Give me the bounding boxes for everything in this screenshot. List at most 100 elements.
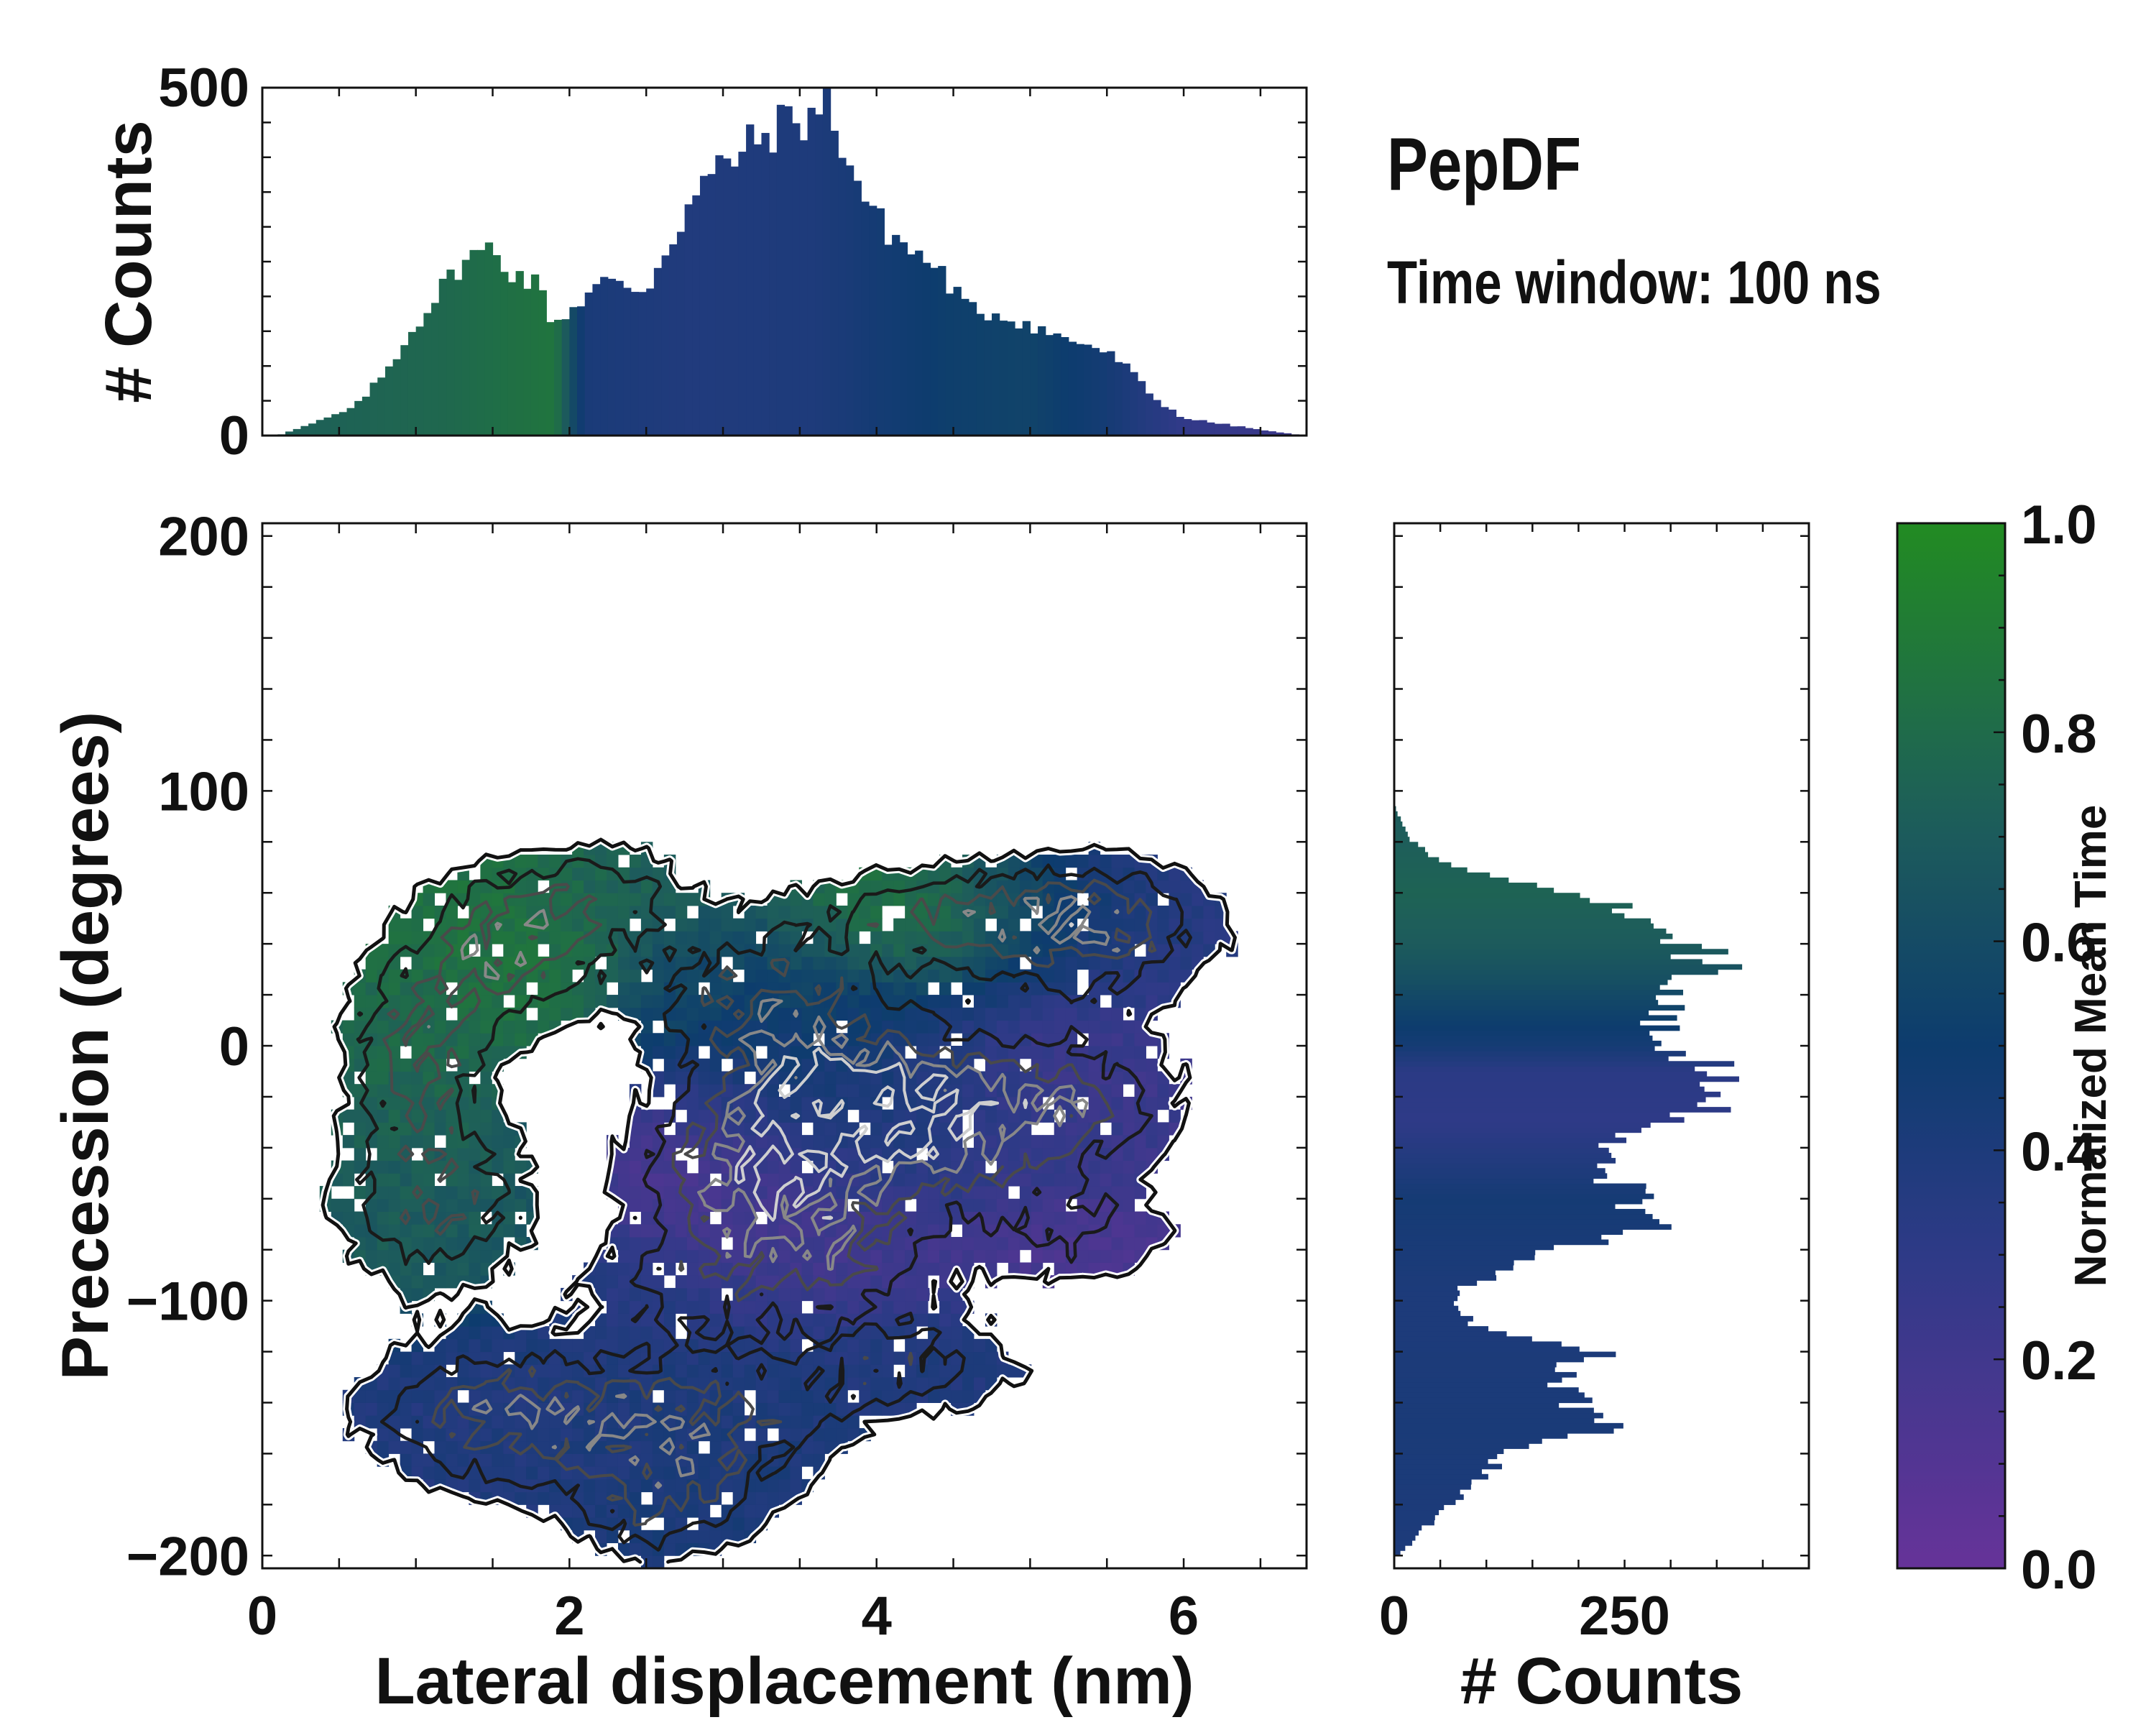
right-histogram-bar <box>1394 1040 1662 1046</box>
heatmap-cell <box>617 1300 630 1314</box>
top-histogram-bar <box>945 293 954 436</box>
heatmap-cell <box>824 893 837 906</box>
heatmap-cell <box>377 1440 390 1454</box>
heatmap-cell <box>354 1084 367 1098</box>
heatmap-cell <box>973 995 986 1008</box>
heatmap-cell <box>1123 1211 1135 1225</box>
heatmap-cell <box>905 956 917 970</box>
heatmap-cell <box>561 969 573 983</box>
heatmap-cell <box>859 1338 871 1353</box>
heatmap-cell <box>1042 1033 1055 1046</box>
heatmap-cell <box>377 1147 390 1162</box>
heatmap-cell <box>469 1364 481 1378</box>
heatmap-cell <box>1088 1236 1101 1251</box>
heatmap-cell <box>973 1109 986 1123</box>
heatmap-cell <box>755 1186 768 1200</box>
heatmap-cell <box>584 982 596 995</box>
heatmap-cell <box>1065 1071 1078 1085</box>
heatmap-cell <box>526 1377 538 1391</box>
right-histogram-bar <box>1394 1010 1649 1016</box>
heatmap-cell <box>675 1530 688 1544</box>
heatmap-cell <box>388 1415 401 1429</box>
heatmap-cell <box>411 1364 424 1378</box>
heatmap-cell <box>721 1020 734 1034</box>
heatmap-cell <box>469 1058 481 1072</box>
top-histogram-bar <box>369 382 378 436</box>
heatmap-cell <box>698 1084 711 1098</box>
heatmap-cell <box>400 1186 413 1200</box>
heatmap-cell <box>916 1275 929 1289</box>
heatmap-cell <box>732 995 745 1008</box>
heatmap-cell <box>1077 1211 1089 1225</box>
heatmap-cell <box>607 1530 619 1544</box>
heatmap-cell <box>377 1046 390 1059</box>
heatmap-cell <box>595 1453 607 1467</box>
heatmap-cell <box>365 1415 378 1429</box>
heatmap-cell <box>1008 982 1021 995</box>
top-histogram-bar <box>1099 352 1107 436</box>
heatmap-cell <box>893 1236 906 1251</box>
heatmap-cell <box>939 1135 952 1149</box>
heatmap-cell <box>905 1007 917 1021</box>
heatmap-cell <box>561 1007 573 1021</box>
heatmap-cell <box>1042 1058 1055 1072</box>
heatmap-cell <box>663 1046 676 1059</box>
top-histogram-bar <box>1061 336 1069 436</box>
top-histogram-bar <box>630 292 640 436</box>
heatmap-cell <box>893 918 906 932</box>
heatmap-cell <box>744 1517 757 1531</box>
right-histogram-bar <box>1394 1336 1532 1342</box>
heatmap-cell <box>561 1504 573 1518</box>
heatmap-cell <box>675 893 688 906</box>
heatmap-cell <box>790 1160 802 1174</box>
top-histogram-bar <box>869 206 877 436</box>
heatmap-cell <box>457 1249 469 1263</box>
heatmap-cell <box>778 931 791 944</box>
heatmap-cell <box>492 1046 504 1059</box>
heatmap-cell <box>790 1389 802 1403</box>
heatmap-cell <box>962 1249 975 1263</box>
heatmap-cell <box>1008 1007 1021 1021</box>
heatmap-cell <box>1065 855 1078 868</box>
heatmap-cell <box>1054 1122 1067 1136</box>
heatmap-cell <box>400 1058 413 1072</box>
heatmap-cell <box>1134 1058 1146 1072</box>
heatmap-cell <box>755 1427 768 1442</box>
heatmap-cell <box>870 1338 883 1353</box>
heatmap-cell <box>778 1364 791 1378</box>
heatmap-cell <box>928 1249 940 1263</box>
heatmap-cell <box>1031 931 1044 944</box>
heatmap-cell <box>423 893 436 906</box>
heatmap-cell <box>790 1440 802 1454</box>
right-histogram-bar <box>1394 1540 1413 1546</box>
heatmap-cell <box>813 1402 825 1416</box>
heatmap-cell <box>1054 956 1067 970</box>
heatmap-cell <box>1169 880 1181 893</box>
top-histogram-bar <box>538 290 547 436</box>
heatmap-cell <box>951 1326 963 1340</box>
heatmap-cell <box>675 1491 688 1505</box>
right-histogram-bar <box>1394 867 1468 873</box>
heatmap-cell <box>698 1364 711 1378</box>
heatmap-cell <box>847 1071 860 1085</box>
heatmap-cell <box>595 931 607 944</box>
heatmap-cell <box>1019 1262 1032 1276</box>
heatmap-cell <box>492 1466 504 1480</box>
heatmap-cell <box>1042 1020 1055 1034</box>
top-histogram-bar <box>976 313 985 436</box>
heatmap-cell <box>446 969 458 983</box>
top-histogram-bar <box>1022 321 1031 436</box>
heatmap-cell <box>526 1466 538 1480</box>
heatmap-cell <box>629 1351 642 1365</box>
heatmap-cell <box>1111 1046 1124 1059</box>
heatmap-cell <box>709 1453 722 1467</box>
heatmap-cell <box>686 1020 699 1034</box>
heatmap-cell <box>354 1046 367 1059</box>
heatmap-cell <box>859 1211 871 1225</box>
heatmap-cell <box>331 1198 344 1213</box>
heatmap-cell <box>411 1466 424 1480</box>
heatmap-cell <box>423 1415 436 1429</box>
heatmap-cell <box>549 1491 561 1505</box>
heatmap-cell <box>526 1364 538 1378</box>
heatmap-cell <box>595 905 607 919</box>
